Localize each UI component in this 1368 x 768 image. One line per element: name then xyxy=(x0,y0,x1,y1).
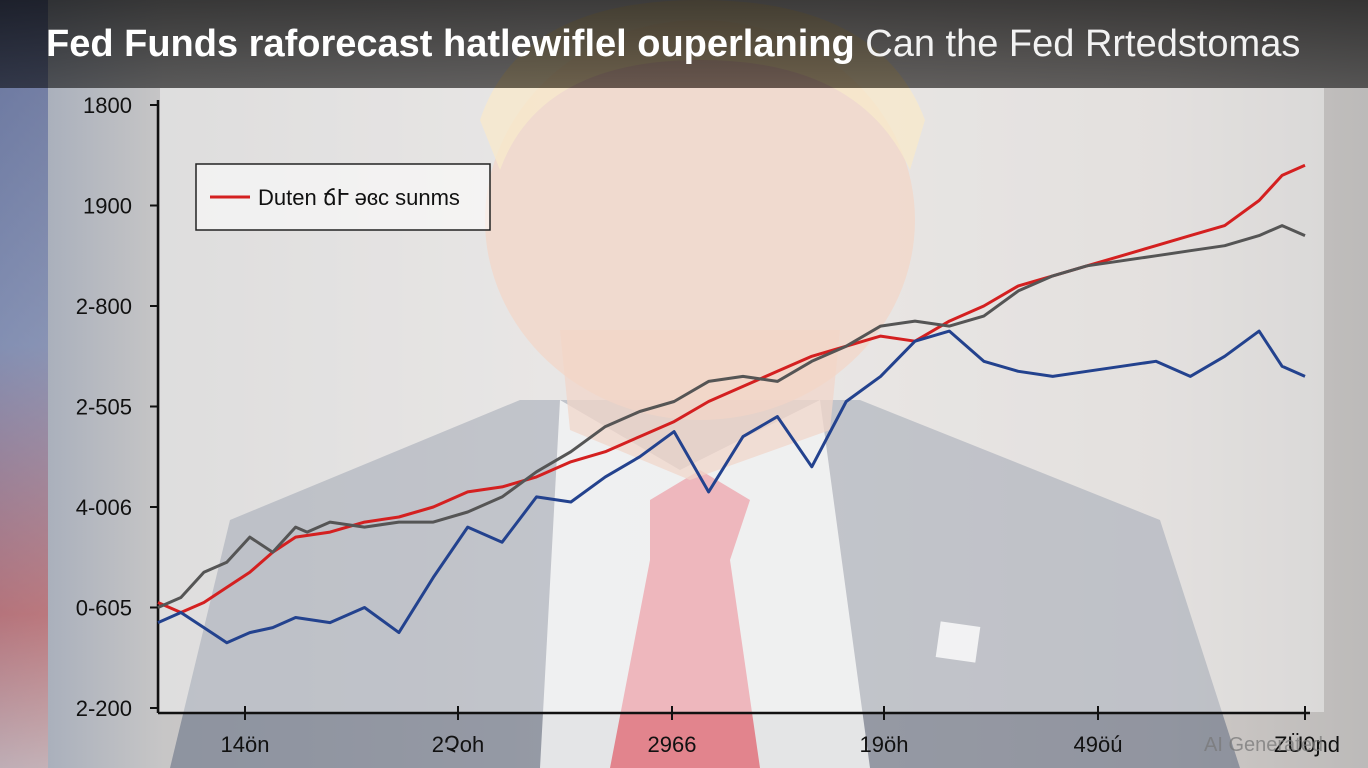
series-gray-line xyxy=(157,224,1306,609)
x-tick-label: ZÜ0ɲd xyxy=(1274,732,1340,757)
y-tick-label: 2-800 xyxy=(76,294,132,319)
y-tick-label: 2-505 xyxy=(76,395,132,420)
x-tick-label: 49ӧú xyxy=(1074,732,1123,757)
legend: Duten ճՒ ǝɞc sunms xyxy=(195,163,491,231)
flag-decoration xyxy=(0,0,48,768)
y-tick-label: 4-006 xyxy=(76,495,132,520)
watermark: AI Generated xyxy=(1204,734,1323,756)
lapel-pin-shape xyxy=(935,621,981,663)
title-light: Can the Fed Rrtedstomas xyxy=(865,23,1301,65)
x-tick-label: 19ӧh xyxy=(860,732,909,757)
y-tick-label: 1800 xyxy=(83,93,132,118)
tie-shape xyxy=(610,470,760,768)
y-tick-label: 1900 xyxy=(83,194,132,219)
x-axis: 14ön 2Չoh 2966 19ӧh 49ӧú ZÜ0ɲd xyxy=(158,706,1340,757)
legend-label: Duten ճՒ ǝɞc sunms xyxy=(258,185,460,210)
series-group xyxy=(157,163,1306,645)
x-tick-label: 2Չoh xyxy=(432,732,484,757)
x-tick-label: 2966 xyxy=(648,732,697,757)
face-shape xyxy=(485,20,915,420)
y-axis: 1800 1900 2-800 2-505 4-006 0-605 2-200 xyxy=(76,93,160,721)
x-tick-label: 14ön xyxy=(221,732,270,757)
title-bar: Fed Funds raforecast hatlewiflel ouperla… xyxy=(0,0,1368,88)
series-red-line xyxy=(157,163,1306,614)
title-bold: Fed Funds raforecast hatlewiflel ouperla… xyxy=(46,23,855,65)
y-tick-label: 0-605 xyxy=(76,596,132,621)
y-tick-label: 2-200 xyxy=(76,696,132,721)
series-blue-line xyxy=(157,329,1306,645)
page-title: Fed Funds raforecast hatlewiflel ouperla… xyxy=(46,20,1300,68)
